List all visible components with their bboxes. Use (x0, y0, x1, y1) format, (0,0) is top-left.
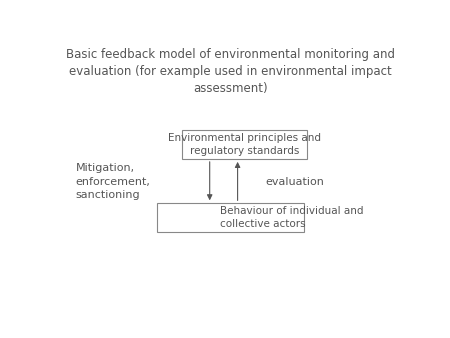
Text: Behaviour of individual and
collective actors: Behaviour of individual and collective a… (220, 206, 364, 229)
Text: Environmental principles and
regulatory standards: Environmental principles and regulatory … (168, 134, 321, 156)
Text: Basic feedback model of environmental monitoring and
evaluation (for example use: Basic feedback model of environmental mo… (66, 48, 395, 95)
FancyBboxPatch shape (158, 203, 304, 232)
FancyBboxPatch shape (182, 130, 307, 159)
Text: evaluation: evaluation (266, 177, 324, 187)
Text: Mitigation,
enforcement,
sanctioning: Mitigation, enforcement, sanctioning (76, 163, 150, 200)
